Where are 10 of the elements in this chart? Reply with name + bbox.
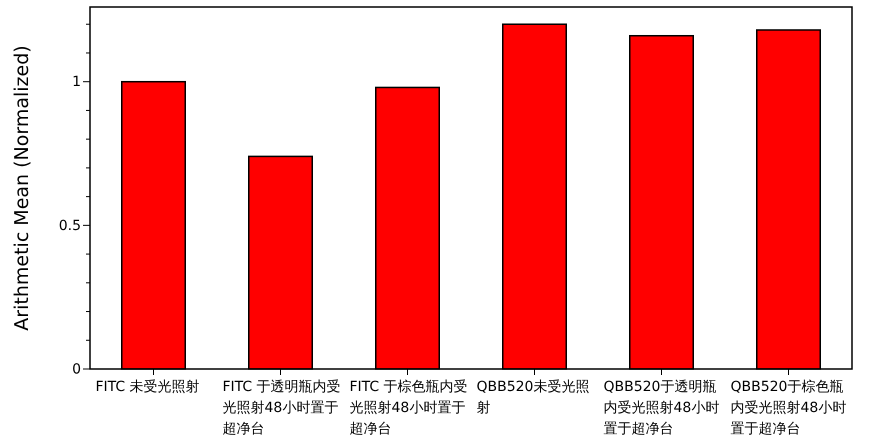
- x-tick-label: QBB520未受光照射: [476, 379, 590, 416]
- x-tick-label: FITC 于透明瓶内受光照射48小时置于超净台: [222, 379, 341, 437]
- x-tick-label: QBB520于棕色瓶内受光照射48小时置于超净台: [730, 379, 846, 437]
- x-tick-label: FITC 未受光照射: [96, 379, 200, 395]
- y-tick-label: 1: [72, 74, 81, 90]
- x-tick-label: QBB520于透明瓶内受光照射48小时置于超净台: [604, 379, 720, 437]
- y-axis-title: Arithmetic Mean (Normalized): [11, 45, 33, 331]
- y-tick-label: 0.5: [58, 218, 81, 234]
- y-tick-label: 0: [72, 361, 81, 378]
- x-tick-label: FITC 于棕色瓶内受光照射48小时置于超净台: [350, 379, 468, 437]
